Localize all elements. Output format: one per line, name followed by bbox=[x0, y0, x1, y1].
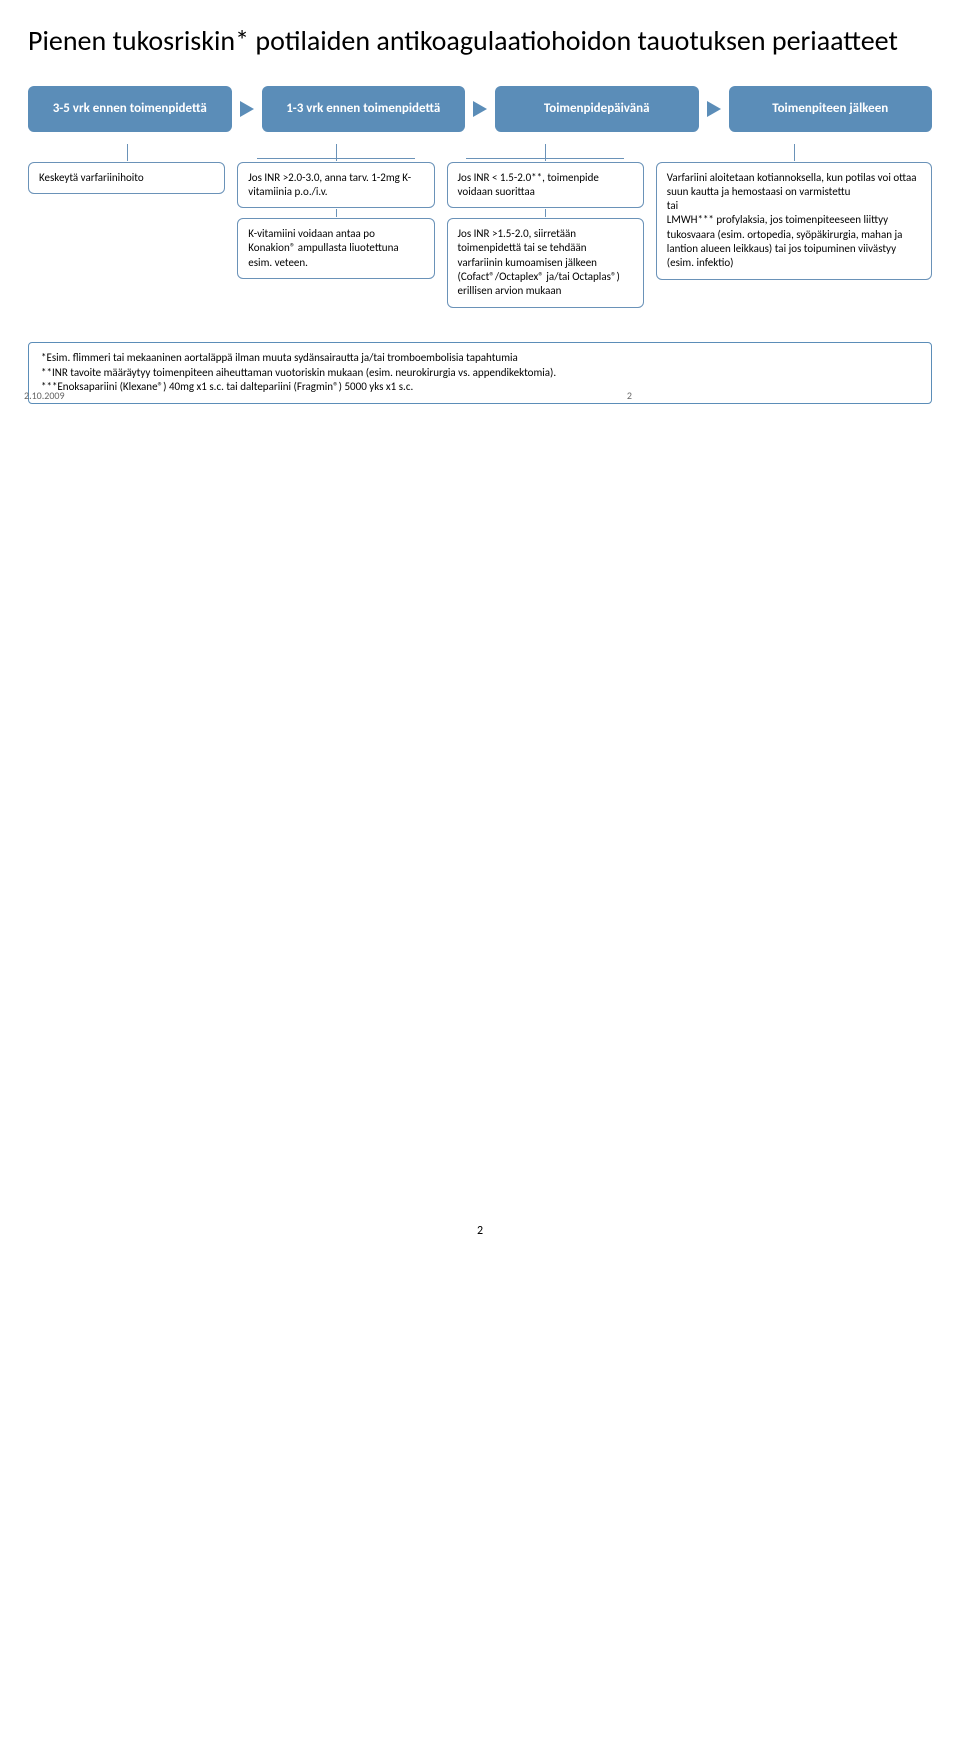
flow-step-4: Toimenpiteen jälkeen bbox=[729, 86, 933, 132]
card-inr-high: Jos INR >2.0-3.0, anna tarv. 1-2mg K-vit… bbox=[237, 162, 434, 209]
inline-pagenum: 2 bbox=[627, 389, 632, 402]
col-2: Jos INR >2.0-3.0, anna tarv. 1-2mg K-vit… bbox=[237, 150, 434, 289]
footnote-wrap: *Esim. flimmeri tai mekaaninen aortaläpp… bbox=[28, 342, 932, 405]
date-label: 2.10.2009 bbox=[24, 389, 65, 402]
card-inr-defer: Jos INR >1.5-2.0, siirretään toimenpidet… bbox=[447, 218, 644, 307]
col-1: Keskeytä varfariinihoito bbox=[28, 150, 225, 204]
page-title: Pienen tukosriskin* potilaiden antikoagu… bbox=[28, 24, 932, 58]
columns-container: Keskeytä varfariinihoito Jos INR >2.0-3.… bbox=[28, 150, 932, 318]
col-4: Varfariini aloitetaan kotiannoksella, ku… bbox=[656, 150, 932, 290]
card-kvitamiini: K-vitamiini voidaan antaa po Konakion® a… bbox=[237, 218, 434, 279]
col-3: Jos INR < 1.5-2.0**, toimenpide voidaan … bbox=[447, 150, 644, 318]
arrow-icon bbox=[707, 101, 721, 117]
page-number: 2 bbox=[28, 1224, 932, 1238]
flow-step-2: 1-3 vrk ennen toimenpidettä bbox=[262, 86, 466, 132]
card-keskeyta: Keskeytä varfariinihoito bbox=[28, 162, 225, 194]
flow-step-3: Toimenpidepäivänä bbox=[495, 86, 699, 132]
flow-step-1: 3-5 vrk ennen toimenpidettä bbox=[28, 86, 232, 132]
footnote-box: *Esim. flimmeri tai mekaaninen aortaläpp… bbox=[28, 342, 932, 405]
arrow-icon bbox=[473, 101, 487, 117]
card-inr-ok: Jos INR < 1.5-2.0**, toimenpide voidaan … bbox=[447, 162, 644, 209]
flow-row: 3-5 vrk ennen toimenpidettä 1-3 vrk enne… bbox=[28, 86, 932, 132]
card-varfariini-restart: Varfariini aloitetaan kotiannoksella, ku… bbox=[656, 162, 932, 280]
arrow-icon bbox=[240, 101, 254, 117]
